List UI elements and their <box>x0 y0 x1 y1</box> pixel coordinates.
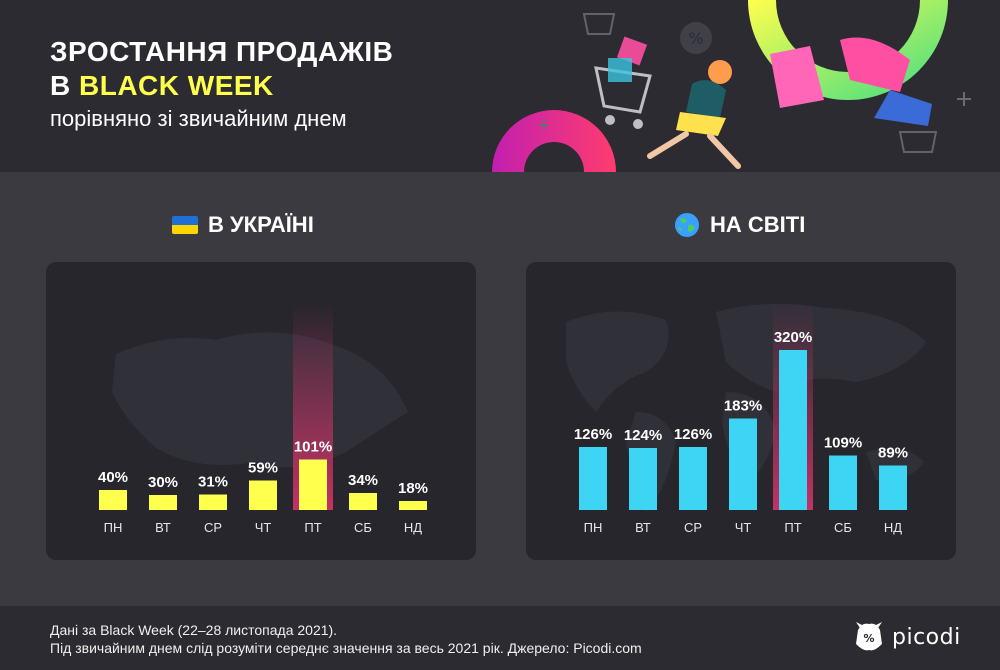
page-title-line2: В BLACK WEEK <box>50 70 274 102</box>
source-note-line1: Дані за Black Week (22–28 листопада 2021… <box>50 622 338 638</box>
world-value-label-3: 126% <box>674 426 712 443</box>
ua-value-label-7: 18% <box>398 480 428 497</box>
title-prefix: В <box>50 70 79 101</box>
world-bar-1 <box>579 447 607 510</box>
ua-bar-3 <box>199 494 227 510</box>
bar-chart-world: 126% ПН 124% ВТ 126% СР 183% ЧТ 320% ПТ 109% СБ 89% Н… <box>566 302 926 535</box>
ua-day-label-4: ЧТ <box>255 520 272 535</box>
page-title-line1: ЗРОСТАННЯ ПРОДАЖІВ <box>50 36 394 67</box>
svg-text:%: % <box>863 632 874 645</box>
ukraine-flag-icon <box>172 216 198 234</box>
section-title-world-label: НА СВІТІ <box>710 212 806 237</box>
ua-day-label-3: СР <box>204 520 222 535</box>
brand-name: picodi <box>892 624 961 650</box>
ua-value-label-3: 31% <box>198 474 228 491</box>
ua-day-label-6: СБ <box>354 520 372 535</box>
world-bar-4 <box>729 418 757 510</box>
ua-value-label-1: 40% <box>98 469 128 486</box>
pink-arc-shape <box>492 110 616 172</box>
world-day-label-5: ПТ <box>784 520 801 535</box>
ua-value-label-6: 34% <box>348 472 378 489</box>
svg-text:%: % <box>688 29 703 48</box>
picodi-dog-icon: % <box>856 622 882 651</box>
globe-icon <box>675 213 699 237</box>
world-value-label-5: 320% <box>774 329 812 346</box>
world-day-label-2: ВТ <box>635 520 651 535</box>
world-bar-7 <box>879 465 907 510</box>
ua-value-label-2: 30% <box>148 474 178 491</box>
shopper-woman-2 <box>770 15 932 126</box>
ua-day-label-2: ВТ <box>155 520 171 535</box>
world-day-label-7: НД <box>884 520 902 535</box>
world-value-label-1: 126% <box>574 426 612 443</box>
ua-bar-4 <box>249 480 277 510</box>
shopping-basket-icon <box>582 13 938 153</box>
section-title-ukraine: В УКРАЇНІ <box>172 212 314 238</box>
ua-value-label-4: 59% <box>248 460 278 477</box>
cart-icon <box>594 36 652 129</box>
world-day-label-1: ПН <box>584 520 603 535</box>
world-day-label-6: СБ <box>834 520 852 535</box>
world-day-label-4: ЧТ <box>735 520 752 535</box>
picodi-logo: % picodi <box>852 620 961 654</box>
ua-day-label-7: НД <box>404 520 422 535</box>
world-bar-5 <box>779 350 807 510</box>
section-title-ukraine-label: В УКРАЇНІ <box>208 212 314 237</box>
plus-icon <box>539 92 971 130</box>
ua-bar-6 <box>349 493 377 510</box>
flag-blue <box>172 216 198 225</box>
title-accent: BLACK WEEK <box>79 70 274 101</box>
ua-bar-5 <box>299 459 327 510</box>
shoppers-illustration: % <box>492 0 971 172</box>
footer: Дані за Black Week (22–28 листопада 2021… <box>0 606 1000 670</box>
source-note-line2: Під звичайним днем слід розуміти середнє… <box>50 640 642 656</box>
ua-value-label-5: 101% <box>294 439 332 456</box>
world-bar-2 <box>629 448 657 510</box>
world-value-label-4: 183% <box>724 398 762 415</box>
ua-bar-2 <box>149 495 177 510</box>
world-day-label-3: СР <box>684 520 702 535</box>
ua-bar-7 <box>399 501 427 510</box>
world-value-label-2: 124% <box>624 427 662 444</box>
world-bar-3 <box>679 447 707 510</box>
page-subtitle: порівняно зі звичайним днем <box>50 106 347 131</box>
chart-panel-ukraine: 40% ПН 30% ВТ 31% СР 59% ЧТ 101% ПТ 34% СБ 18% НД <box>46 262 476 560</box>
ua-day-label-1: ПН <box>104 520 123 535</box>
world-bar-6 <box>829 455 857 510</box>
header: ЗРОСТАННЯ ПРОДАЖІВ В BLACK WEEK порівнян… <box>0 0 1000 172</box>
world-value-label-7: 89% <box>878 445 908 462</box>
section-title-world: НА СВІТІ <box>674 212 805 238</box>
world-value-label-6: 109% <box>824 435 862 452</box>
chart-panel-world: 126% ПН 124% ВТ 126% СР 183% ЧТ 320% ПТ 109% СБ 89% Н… <box>526 262 956 560</box>
discount-tag-icon: % <box>680 22 712 54</box>
flag-yellow <box>172 225 198 234</box>
bar-chart-ukraine: 40% ПН 30% ВТ 31% СР 59% ЧТ 101% ПТ 34% СБ 18% НД <box>98 302 428 535</box>
ua-day-label-5: ПТ <box>304 520 321 535</box>
ua-bar-1 <box>99 490 127 510</box>
ukraine-map-shape <box>112 332 408 468</box>
shopper-woman-1 <box>647 60 741 169</box>
